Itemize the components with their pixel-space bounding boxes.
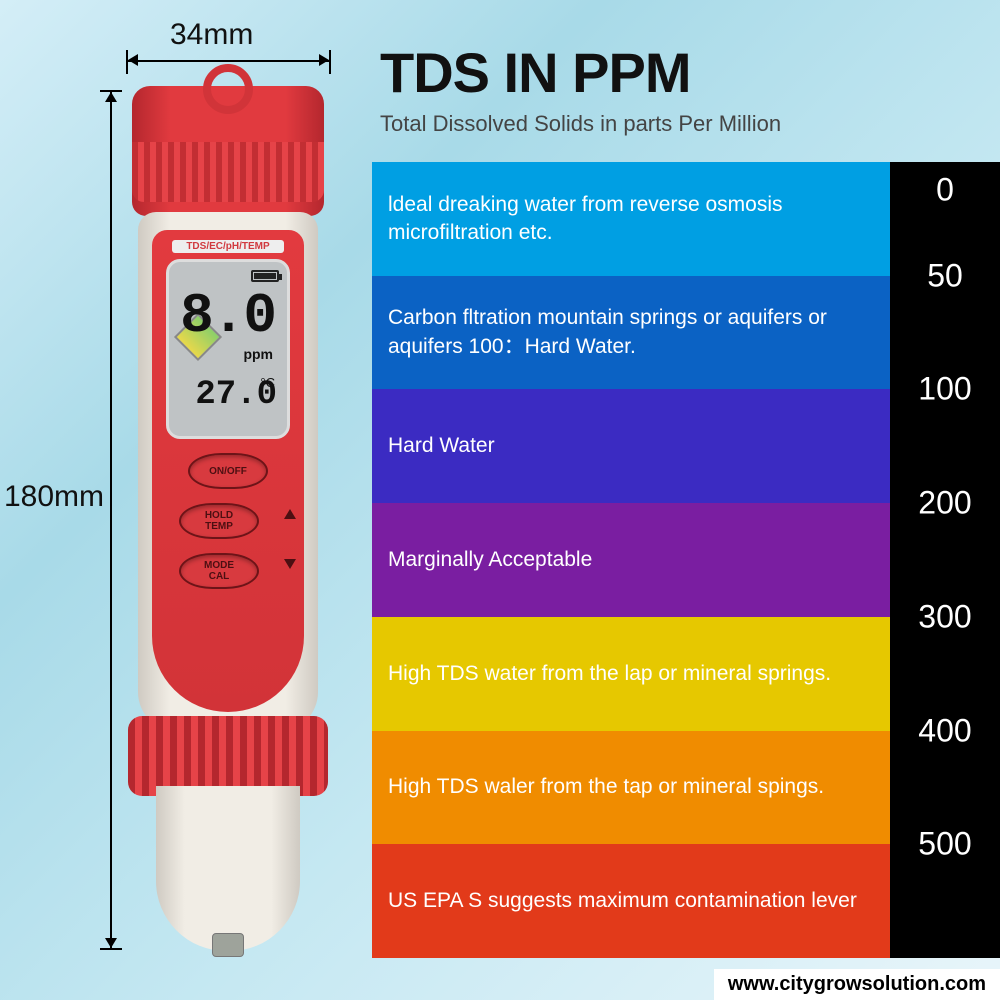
- scale-band: High TDS waler from the tap or mineral s…: [372, 731, 890, 845]
- scale-tick: 0: [890, 171, 1000, 208]
- scale-band: US EPA S suggests maximum contamination …: [372, 844, 890, 958]
- onoff-button[interactable]: ON/OFF: [188, 453, 268, 489]
- up-icon: [284, 509, 296, 519]
- mode-cal-button[interactable]: MODE CAL: [179, 553, 259, 589]
- scale-tick: 400: [890, 712, 1000, 749]
- device-cap: [132, 86, 324, 216]
- lcd-unit: ppm: [243, 346, 273, 362]
- device-collar: [128, 716, 328, 796]
- dimension-height: 180mm: [4, 480, 104, 514]
- tds-meter-device: TDS/EC/pH/TEMP 8.0 ppm °C 27.0 ON/OFF HO…: [128, 86, 328, 956]
- scale-tick: 200: [890, 485, 1000, 522]
- scale-tick: 300: [890, 598, 1000, 635]
- scale-band: Carbon fltration mountain springs or aqu…: [372, 276, 890, 390]
- scale-tick: 100: [890, 371, 1000, 408]
- lcd-temp: 27.0: [195, 376, 277, 414]
- scale-band: Marginally Acceptable: [372, 503, 890, 617]
- page-subtitle: Total Dissolved Solids in parts Per Mill…: [380, 111, 940, 137]
- scale-band: Hard Water: [372, 389, 890, 503]
- tds-scale-chart: ldeal dreaking water from reverse osmosi…: [372, 162, 1000, 958]
- scale-tick: 50: [890, 257, 1000, 294]
- scale-band: ldeal dreaking water from reverse osmosi…: [372, 162, 890, 276]
- dimension-width: 34mm: [170, 18, 253, 52]
- scale-band: High TDS water from the lap or mineral s…: [372, 617, 890, 731]
- lcd-mode-label: TDS/EC/pH/TEMP: [172, 240, 284, 253]
- page-title: TDS IN PPM: [380, 40, 940, 105]
- scale-column: 0 50 100 200 300 400 500: [890, 162, 1000, 958]
- device-probe: [156, 786, 300, 951]
- dimension-height-line: [110, 90, 112, 950]
- lcd-screen: 8.0 ppm °C 27.0: [166, 259, 290, 439]
- scale-tick: 500: [890, 826, 1000, 863]
- lcd-reading: 8.0: [180, 284, 275, 348]
- footer-url: www.citygrowsolution.com: [714, 969, 1000, 1000]
- battery-icon: [251, 270, 279, 282]
- device-body: TDS/EC/pH/TEMP 8.0 ppm °C 27.0 ON/OFF HO…: [138, 212, 318, 732]
- down-icon: [284, 559, 296, 569]
- hold-temp-button[interactable]: HOLD TEMP: [179, 503, 259, 539]
